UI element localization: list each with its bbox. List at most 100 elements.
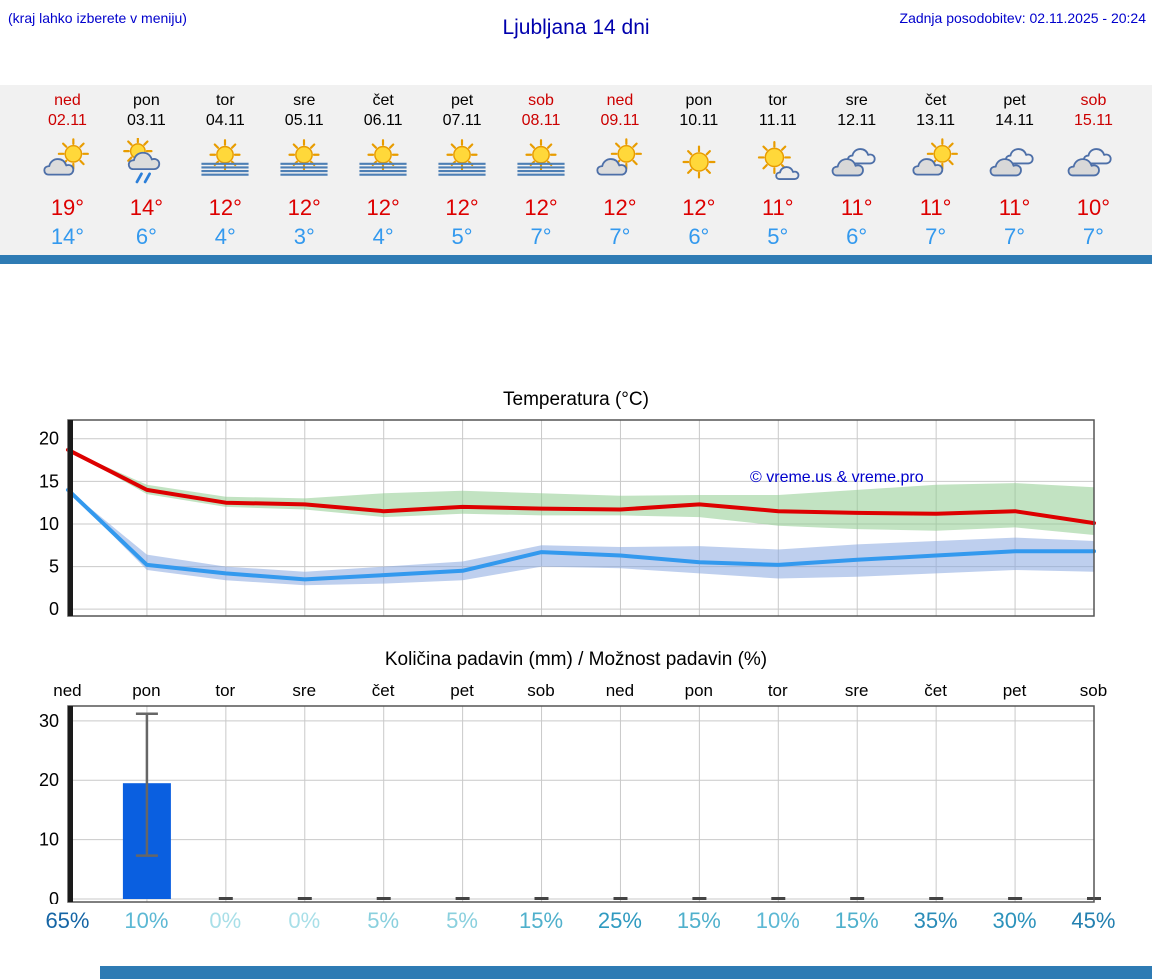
day-name: sre [293,92,316,109]
fog-icon [186,131,265,193]
precip-day-label: sob [527,681,555,700]
high-temp: 11° [919,195,952,220]
day-date: 15.11 [1074,112,1113,129]
precip-day-label: pon [132,681,161,700]
precip-probability-label: 10% [124,908,169,933]
day-date: 03.11 [126,112,166,129]
day-date: 12.11 [837,112,877,129]
day-date: 13.11 [916,112,956,129]
forecast-day[interactable]: pon 03.11 14° 6° [107,91,186,251]
high-temp: 12° [603,195,637,220]
low-temp: 5° [767,224,789,249]
cloudy-icon-svg [1068,148,1113,177]
day-date: 09.11 [600,112,640,129]
day-date: 07.11 [442,112,482,129]
low-temp: 6° [688,224,710,249]
forecast-day[interactable]: čet 13.11 11° 7° [896,91,975,251]
zero-precip-mark [771,897,786,900]
cloudy-icon [975,131,1054,193]
zero-precip-mark [297,897,312,900]
forecast-day[interactable]: ned 02.11 19° 14° [28,91,107,251]
precip-day-label: tor [215,681,236,700]
precipitation-chart-svg: 0 10 20 30 [39,705,1101,904]
last-updated: Zadnja posodobitev: 02.11.2025 - 20:24 [899,10,1146,26]
zero-precip-mark [534,897,549,900]
zero-precip-mark [692,897,707,900]
forecast-day[interactable]: tor 04.11 12° 4° [186,91,265,251]
partly-cloudy-icon-svg [43,138,90,176]
precip-day-label: pon [684,681,714,700]
cloudy-icon-svg [831,148,876,177]
high-temp: 11° [761,195,794,220]
precip-day-label: sre [292,681,317,700]
precip-ytick: 0 [49,889,59,904]
partly-cloudy-icon-svg [912,138,958,176]
precip-probability-label: 15% [834,908,879,933]
day-date: 02.11 [48,112,87,129]
low-temp: 5° [451,224,473,249]
temperature-chart-title: Temperatura (°C) [503,389,649,410]
forecast-day[interactable]: sob 08.11 12° 7° [502,91,581,251]
mostly-sunny-icon [738,131,817,193]
fog-icon [502,131,581,193]
low-temp: 3° [293,224,315,249]
forecast-day[interactable]: sob 15.11 10° 7° [1054,91,1133,251]
precip-probability-label: 0% [288,908,321,933]
day-name: sob [528,92,554,109]
precip-probability-label: 15% [518,908,564,933]
high-temp: 19° [50,195,85,220]
low-temp: 6° [135,224,157,249]
page-header: (kraj lahko izberete v meniju) Ljubljana… [0,0,1152,85]
precip-day-labels-row: ned pon tor sre čet pet sob ned pon tor sre čet pet s… [0,678,1152,704]
day-name: tor [768,92,788,109]
day-date: 11.11 [758,112,797,129]
fog-icon-svg [517,139,565,176]
high-temp: 14° [129,195,164,220]
spacer [0,264,1152,388]
precip-day-label: čet [924,681,947,700]
zero-precip-mark [376,897,391,900]
forecast-day[interactable]: sre 12.11 11° 6° [817,91,896,251]
precip-probability-label: 65% [45,908,90,933]
day-name: tor [215,92,235,109]
fog-icon-svg [201,139,249,176]
high-temp: 10° [1076,195,1111,220]
low-temp: 7° [530,224,552,249]
low-temp: 4° [214,224,236,249]
zero-precip-mark [218,897,233,900]
forecast-day[interactable]: čet 06.11 12° 4° [344,91,423,251]
low-temp: 7° [609,224,631,249]
high-temp: 11° [840,195,873,220]
day-name: ned [54,92,81,109]
cloudy-icon [817,131,896,193]
precip-probability-label: 15% [676,908,721,933]
zero-precip-mark [613,897,628,900]
partly-cloudy-icon [28,131,107,193]
day-date: 08.11 [521,112,561,129]
day-date: 14.11 [995,112,1034,129]
forecast-day[interactable]: ned 09.11 12° 7° [580,91,659,251]
max-range-band [68,449,1094,535]
forecast-day[interactable]: pon 10.11 12° 6° [659,91,738,251]
sunny-icon [659,131,738,193]
location-menu-note: (kraj lahko izberete v meniju) [8,10,187,26]
temperature-chart-block: Temperatura (°C) 0 5 10 15 20 © vreme.us & vr… [0,388,1152,618]
partly-cloudy-icon-svg [596,138,642,176]
precip-day-label: sob [1079,681,1108,700]
temperature-chart: 0 5 10 15 20 © vreme.us & vreme.pro [0,418,1152,618]
forecast-day[interactable]: sre 05.11 12° 3° [265,91,344,251]
fog-icon-svg [280,139,328,176]
precipitation-chart: 0 10 20 30 [0,704,1152,904]
forecast-day[interactable]: tor 11.11 11° 5° [738,91,817,251]
zero-precip-mark [1008,897,1023,900]
forecast-day[interactable]: pet 07.11 12° 5° [423,91,502,251]
forecast-day[interactable]: pet 14.11 11° 7° [975,91,1054,251]
high-temp: 12° [445,195,479,220]
low-temp: 7° [1004,224,1026,249]
day-name: pet [1003,92,1026,109]
strip-divider-bar [0,255,1152,264]
temp-ytick: 15 [39,471,59,491]
max-temperature-line [66,447,1096,526]
day-name: pon [685,92,713,109]
rain-showers-icon [107,131,186,193]
